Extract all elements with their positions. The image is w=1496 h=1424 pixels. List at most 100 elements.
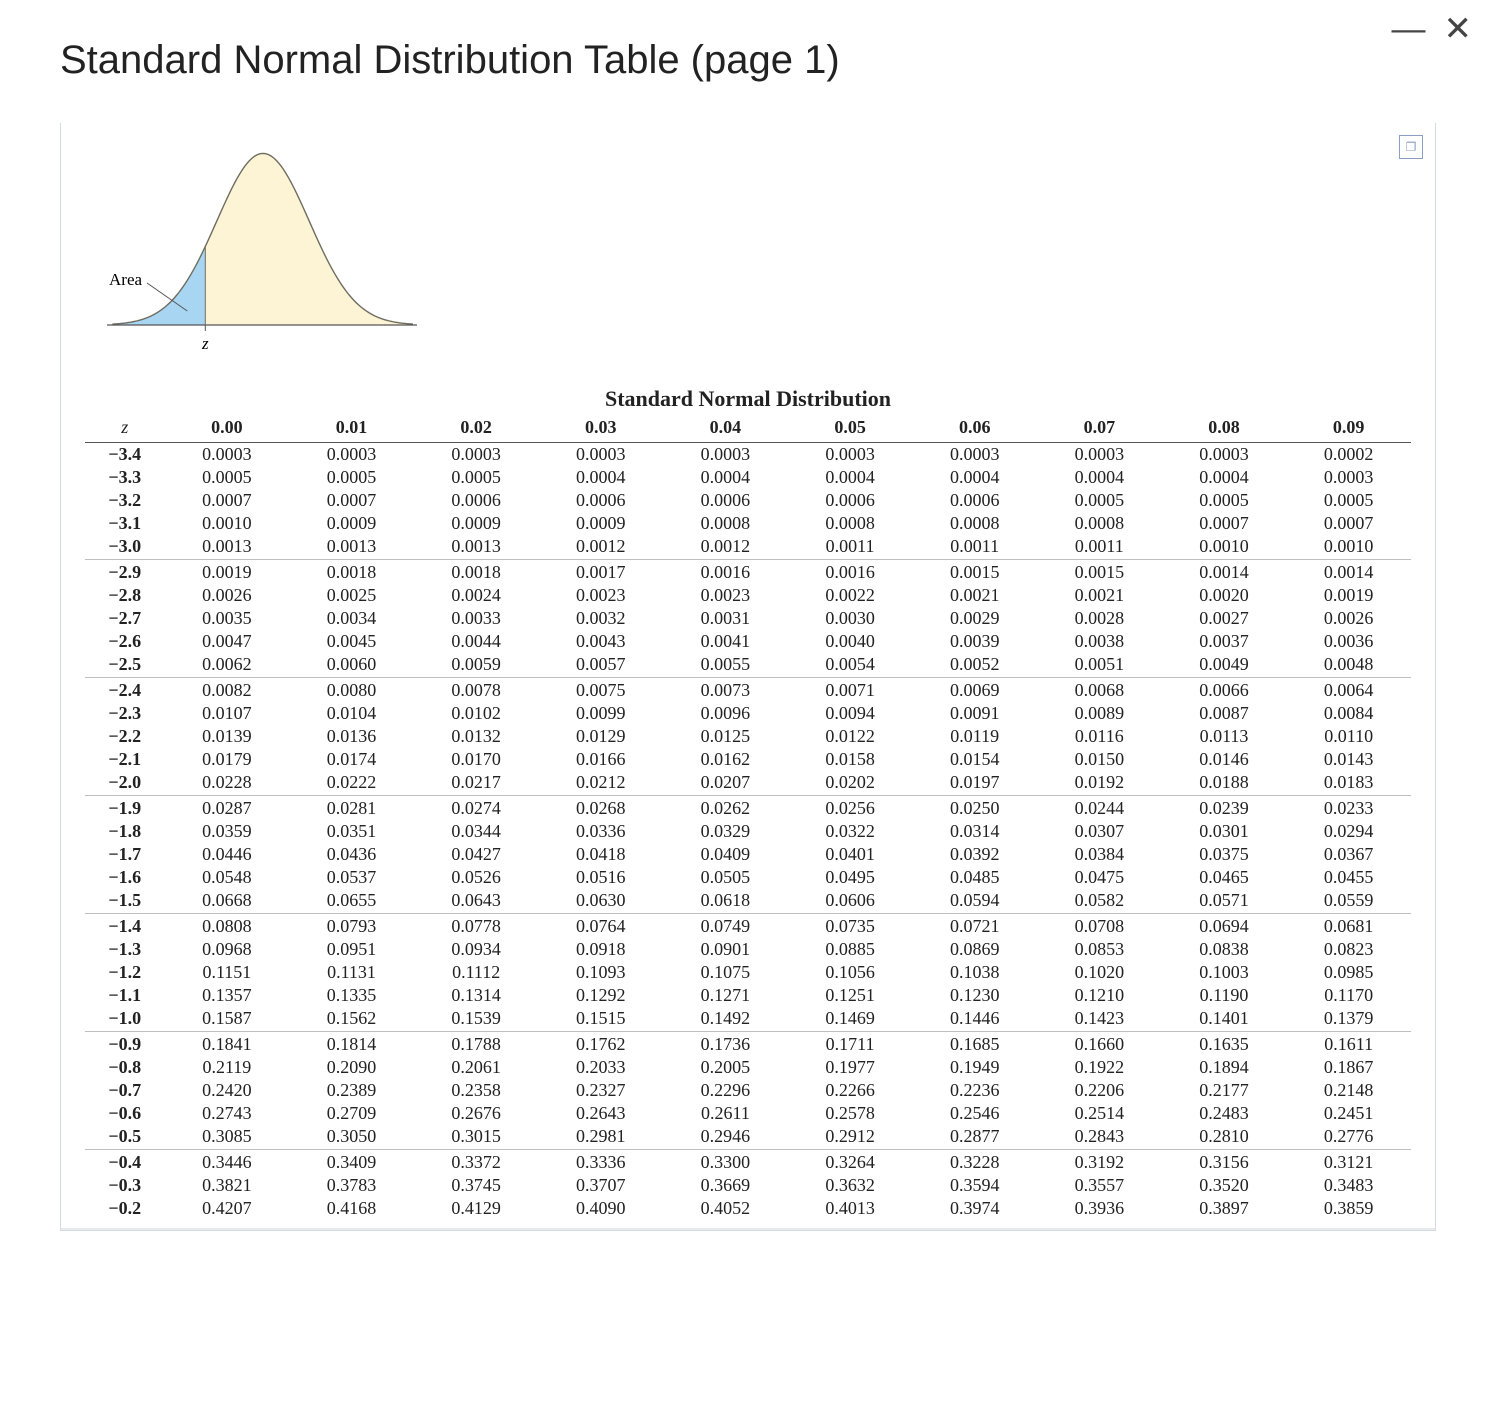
probability-cell: 0.0244 bbox=[1037, 796, 1162, 821]
probability-cell: 0.0018 bbox=[289, 560, 414, 585]
probability-cell: 0.1335 bbox=[289, 984, 414, 1007]
table-row: −0.80.21190.20900.20610.20330.20050.1977… bbox=[85, 1056, 1411, 1079]
table-caption: Standard Normal Distribution bbox=[85, 386, 1411, 412]
table-row: −3.00.00130.00130.00130.00120.00120.0011… bbox=[85, 535, 1411, 560]
probability-cell: 0.0016 bbox=[788, 560, 913, 585]
minimize-button[interactable]: — bbox=[1392, 12, 1426, 46]
probability-cell: 0.0029 bbox=[912, 607, 1037, 630]
probability-cell: 0.0262 bbox=[663, 796, 788, 821]
probability-cell: 0.0034 bbox=[289, 607, 414, 630]
probability-cell: 0.0028 bbox=[1037, 607, 1162, 630]
probability-cell: 0.0005 bbox=[289, 466, 414, 489]
normal-curve-figure: Areaz bbox=[93, 145, 423, 370]
probability-cell: 0.0119 bbox=[912, 725, 1037, 748]
table-row: −1.70.04460.04360.04270.04180.04090.0401… bbox=[85, 843, 1411, 866]
table-row: −2.30.01070.01040.01020.00990.00960.0094… bbox=[85, 702, 1411, 725]
probability-cell: 0.0708 bbox=[1037, 914, 1162, 939]
z-value-cell: −1.0 bbox=[85, 1007, 165, 1032]
probability-cell: 0.0869 bbox=[912, 938, 1037, 961]
probability-cell: 0.0018 bbox=[414, 560, 539, 585]
z-value-cell: −3.2 bbox=[85, 489, 165, 512]
probability-cell: 0.0006 bbox=[663, 489, 788, 512]
probability-cell: 0.0409 bbox=[663, 843, 788, 866]
column-header: 0.03 bbox=[538, 416, 663, 443]
probability-cell: 0.3336 bbox=[538, 1150, 663, 1175]
table-row: −1.10.13570.13350.13140.12920.12710.1251… bbox=[85, 984, 1411, 1007]
probability-cell: 0.2358 bbox=[414, 1079, 539, 1102]
probability-cell: 0.0020 bbox=[1162, 584, 1287, 607]
probability-cell: 0.0594 bbox=[912, 889, 1037, 914]
table-row: −3.30.00050.00050.00050.00040.00040.0004… bbox=[85, 466, 1411, 489]
probability-cell: 0.0003 bbox=[788, 443, 913, 467]
probability-cell: 0.1038 bbox=[912, 961, 1037, 984]
probability-cell: 0.0294 bbox=[1286, 820, 1411, 843]
probability-cell: 0.0011 bbox=[912, 535, 1037, 560]
probability-cell: 0.0571 bbox=[1162, 889, 1287, 914]
z-table: z 0.000.010.020.030.040.050.060.070.080.… bbox=[85, 416, 1411, 1220]
probability-cell: 0.0024 bbox=[414, 584, 539, 607]
probability-cell: 0.0143 bbox=[1286, 748, 1411, 771]
probability-cell: 0.0005 bbox=[1037, 489, 1162, 512]
probability-cell: 0.3192 bbox=[1037, 1150, 1162, 1175]
table-row: −0.90.18410.18140.17880.17620.17360.1711… bbox=[85, 1032, 1411, 1057]
table-row: −0.50.30850.30500.30150.29810.29460.2912… bbox=[85, 1125, 1411, 1150]
probability-cell: 0.0618 bbox=[663, 889, 788, 914]
z-value-cell: −3.3 bbox=[85, 466, 165, 489]
probability-cell: 0.0721 bbox=[912, 914, 1037, 939]
probability-cell: 0.0064 bbox=[1286, 678, 1411, 703]
probability-cell: 0.1685 bbox=[912, 1032, 1037, 1057]
probability-cell: 0.0139 bbox=[165, 725, 290, 748]
probability-cell: 0.3936 bbox=[1037, 1197, 1162, 1220]
probability-cell: 0.2912 bbox=[788, 1125, 913, 1150]
probability-cell: 0.0808 bbox=[165, 914, 290, 939]
table-row: −1.50.06680.06550.06430.06300.06180.0606… bbox=[85, 889, 1411, 914]
probability-cell: 0.3156 bbox=[1162, 1150, 1287, 1175]
probability-cell: 0.0025 bbox=[289, 584, 414, 607]
probability-cell: 0.0003 bbox=[1037, 443, 1162, 467]
probability-cell: 0.0037 bbox=[1162, 630, 1287, 653]
table-row: −1.00.15870.15620.15390.15150.14920.1469… bbox=[85, 1007, 1411, 1032]
probability-cell: 0.1003 bbox=[1162, 961, 1287, 984]
probability-cell: 0.2177 bbox=[1162, 1079, 1287, 1102]
probability-cell: 0.0107 bbox=[165, 702, 290, 725]
table-row: −0.40.34460.34090.33720.33360.33000.3264… bbox=[85, 1150, 1411, 1175]
probability-cell: 0.0015 bbox=[912, 560, 1037, 585]
probability-cell: 0.0505 bbox=[663, 866, 788, 889]
column-header: 0.04 bbox=[663, 416, 788, 443]
probability-cell: 0.0154 bbox=[912, 748, 1037, 771]
table-row: −3.40.00030.00030.00030.00030.00030.0003… bbox=[85, 443, 1411, 467]
table-row: −2.00.02280.02220.02170.02120.02070.0202… bbox=[85, 771, 1411, 796]
probability-cell: 0.0051 bbox=[1037, 653, 1162, 678]
probability-cell: 0.0013 bbox=[414, 535, 539, 560]
z-value-cell: −2.6 bbox=[85, 630, 165, 653]
popout-button[interactable]: ❐ bbox=[1399, 135, 1423, 159]
probability-cell: 0.0006 bbox=[912, 489, 1037, 512]
page-title: Standard Normal Distribution Table (page… bbox=[60, 38, 1436, 83]
probability-cell: 0.0336 bbox=[538, 820, 663, 843]
probability-cell: 0.0918 bbox=[538, 938, 663, 961]
probability-cell: 0.3446 bbox=[165, 1150, 290, 1175]
probability-cell: 0.2709 bbox=[289, 1102, 414, 1125]
probability-cell: 0.3745 bbox=[414, 1174, 539, 1197]
probability-cell: 0.2776 bbox=[1286, 1125, 1411, 1150]
probability-cell: 0.0427 bbox=[414, 843, 539, 866]
probability-cell: 0.0021 bbox=[1037, 584, 1162, 607]
probability-cell: 0.0256 bbox=[788, 796, 913, 821]
close-button[interactable]: ✕ bbox=[1444, 12, 1473, 46]
probability-cell: 0.0239 bbox=[1162, 796, 1287, 821]
probability-cell: 0.0011 bbox=[788, 535, 913, 560]
probability-cell: 0.2643 bbox=[538, 1102, 663, 1125]
z-value-cell: −1.3 bbox=[85, 938, 165, 961]
probability-cell: 0.0022 bbox=[788, 584, 913, 607]
table-row: −2.90.00190.00180.00180.00170.00160.0016… bbox=[85, 560, 1411, 585]
probability-cell: 0.3821 bbox=[165, 1174, 290, 1197]
probability-cell: 0.0010 bbox=[165, 512, 290, 535]
probability-cell: 0.3483 bbox=[1286, 1174, 1411, 1197]
probability-cell: 0.0485 bbox=[912, 866, 1037, 889]
probability-cell: 0.0060 bbox=[289, 653, 414, 678]
table-row: −1.20.11510.11310.11120.10930.10750.1056… bbox=[85, 961, 1411, 984]
probability-cell: 0.0005 bbox=[1162, 489, 1287, 512]
probability-cell: 0.0401 bbox=[788, 843, 913, 866]
z-value-cell: −1.7 bbox=[85, 843, 165, 866]
probability-cell: 0.0091 bbox=[912, 702, 1037, 725]
